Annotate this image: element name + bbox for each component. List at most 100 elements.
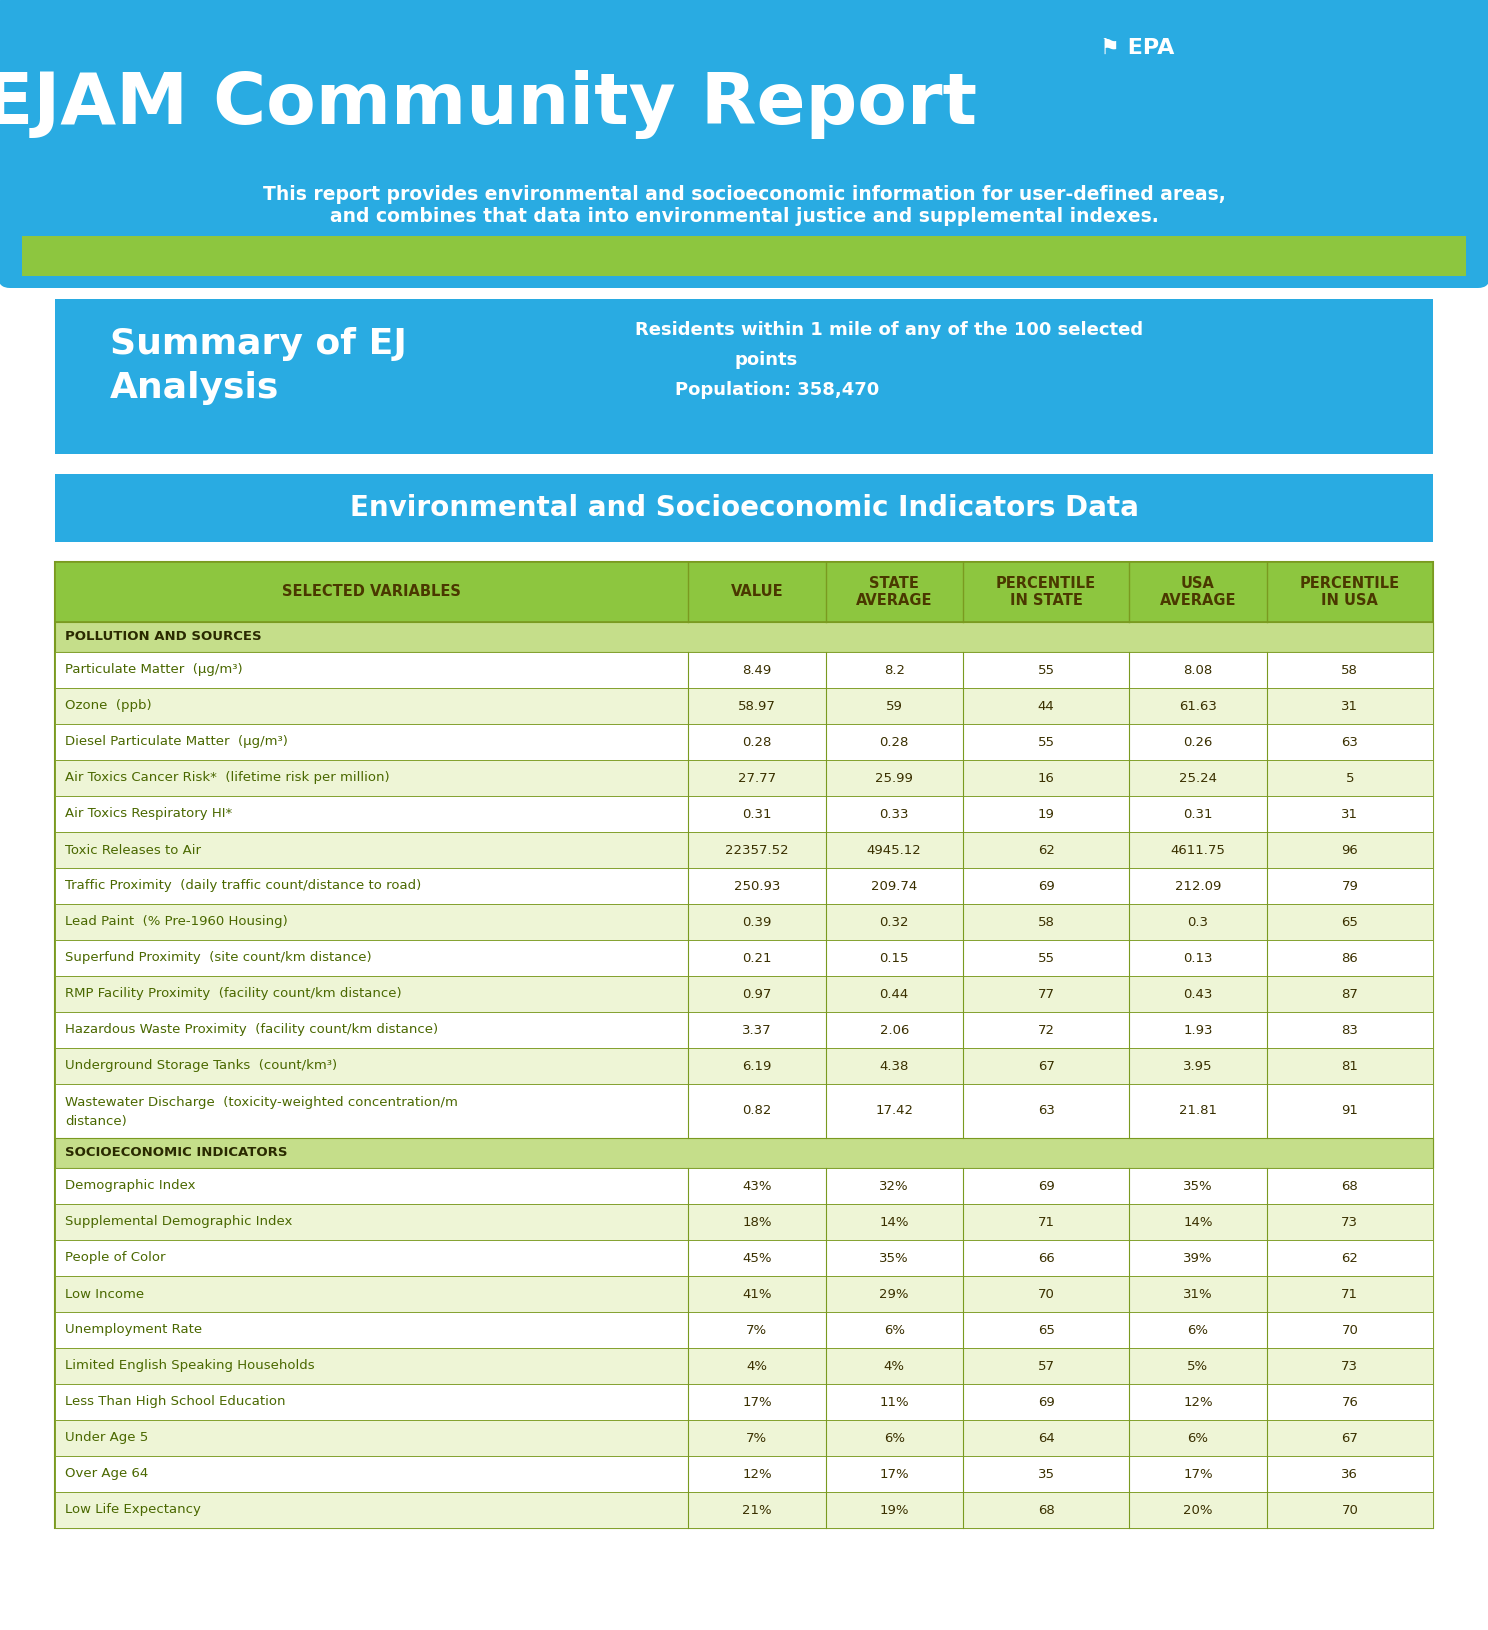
- Bar: [55, 562, 1433, 1527]
- Bar: [55, 1169, 1433, 1205]
- Text: 73: 73: [1341, 1216, 1359, 1229]
- Bar: [55, 941, 1433, 976]
- Text: 6.19: 6.19: [743, 1060, 772, 1073]
- Text: SOCIOECONOMIC INDICATORS: SOCIOECONOMIC INDICATORS: [65, 1146, 287, 1159]
- Bar: [55, 1012, 1433, 1048]
- Text: 4%: 4%: [884, 1359, 905, 1372]
- Text: 31: 31: [1341, 699, 1359, 712]
- Text: 35%: 35%: [879, 1252, 909, 1265]
- Text: 70: 70: [1037, 1288, 1055, 1301]
- Bar: [55, 1205, 1433, 1240]
- Text: 21%: 21%: [743, 1503, 772, 1516]
- Bar: [55, 1420, 1433, 1456]
- Bar: [55, 652, 1433, 688]
- Text: 5: 5: [1345, 771, 1354, 784]
- Text: 55: 55: [1037, 952, 1055, 965]
- Text: 57: 57: [1037, 1359, 1055, 1372]
- Text: 17.42: 17.42: [875, 1105, 914, 1118]
- Text: 14%: 14%: [879, 1216, 909, 1229]
- Text: 7%: 7%: [747, 1324, 768, 1337]
- Text: 12%: 12%: [1183, 1395, 1213, 1408]
- Text: 32%: 32%: [879, 1180, 909, 1193]
- Text: 0.15: 0.15: [879, 952, 909, 965]
- Text: 76: 76: [1341, 1395, 1359, 1408]
- Text: 79: 79: [1341, 880, 1359, 893]
- Text: Population: 358,470: Population: 358,470: [676, 381, 879, 399]
- Bar: [55, 623, 1433, 652]
- Text: Analysis: Analysis: [110, 372, 280, 404]
- Text: 72: 72: [1037, 1024, 1055, 1037]
- Text: RMP Facility Proximity  (facility count/km distance): RMP Facility Proximity (facility count/k…: [65, 988, 402, 1001]
- Text: 18%: 18%: [743, 1216, 772, 1229]
- Text: 0.13: 0.13: [1183, 952, 1213, 965]
- Text: 4.38: 4.38: [879, 1060, 909, 1073]
- Text: 81: 81: [1341, 1060, 1359, 1073]
- Text: 4%: 4%: [747, 1359, 768, 1372]
- Text: 8.08: 8.08: [1183, 663, 1213, 676]
- Text: 212.09: 212.09: [1176, 880, 1222, 893]
- Text: 86: 86: [1342, 952, 1359, 965]
- Bar: [55, 1456, 1433, 1491]
- Text: Traffic Proximity  (daily traffic count/distance to road): Traffic Proximity (daily traffic count/d…: [65, 880, 421, 893]
- Text: 0.43: 0.43: [1183, 988, 1213, 1001]
- Text: 29%: 29%: [879, 1288, 909, 1301]
- Text: 67: 67: [1341, 1431, 1359, 1444]
- Text: 12%: 12%: [743, 1467, 772, 1480]
- Text: 0.31: 0.31: [1183, 807, 1213, 820]
- Text: 7%: 7%: [747, 1431, 768, 1444]
- Text: Air Toxics Respiratory HI*: Air Toxics Respiratory HI*: [65, 807, 232, 820]
- Bar: [55, 1348, 1433, 1384]
- Text: 45%: 45%: [743, 1252, 772, 1265]
- Text: SELECTED VARIABLES: SELECTED VARIABLES: [283, 585, 461, 600]
- Text: STATE
AVERAGE: STATE AVERAGE: [856, 575, 933, 608]
- Text: 0.31: 0.31: [743, 807, 772, 820]
- Text: 65: 65: [1341, 916, 1359, 929]
- Text: 70: 70: [1341, 1324, 1359, 1337]
- Bar: [55, 1138, 1433, 1169]
- Text: 19%: 19%: [879, 1503, 909, 1516]
- Bar: [55, 1312, 1433, 1348]
- Text: Air Toxics Cancer Risk*  (lifetime risk per million): Air Toxics Cancer Risk* (lifetime risk p…: [65, 771, 390, 784]
- Text: 17%: 17%: [879, 1467, 909, 1480]
- Text: 69: 69: [1037, 1395, 1055, 1408]
- Text: 0.39: 0.39: [743, 916, 772, 929]
- Text: 64: 64: [1037, 1431, 1055, 1444]
- Text: Demographic Index: Demographic Index: [65, 1180, 195, 1193]
- Text: 20%: 20%: [1183, 1503, 1213, 1516]
- Text: 17%: 17%: [743, 1395, 772, 1408]
- Text: 35%: 35%: [1183, 1180, 1213, 1193]
- Bar: [55, 1084, 1433, 1138]
- Text: 19: 19: [1037, 807, 1055, 820]
- Text: 11%: 11%: [879, 1395, 909, 1408]
- Text: 41%: 41%: [743, 1288, 772, 1301]
- Text: 0.26: 0.26: [1183, 735, 1213, 748]
- Text: 68: 68: [1037, 1503, 1055, 1516]
- Text: 1.93: 1.93: [1183, 1024, 1213, 1037]
- Text: 44: 44: [1037, 699, 1055, 712]
- Text: 3.95: 3.95: [1183, 1060, 1213, 1073]
- Text: Supplemental Demographic Index: Supplemental Demographic Index: [65, 1216, 292, 1229]
- Text: ⚑ EPA: ⚑ EPA: [1100, 37, 1174, 59]
- Text: 4945.12: 4945.12: [868, 843, 921, 856]
- Text: 87: 87: [1341, 988, 1359, 1001]
- Text: PERCENTILE
IN USA: PERCENTILE IN USA: [1299, 575, 1400, 608]
- Text: 66: 66: [1037, 1252, 1055, 1265]
- Text: Under Age 5: Under Age 5: [65, 1431, 149, 1444]
- Text: 4611.75: 4611.75: [1171, 843, 1226, 856]
- Text: 55: 55: [1037, 663, 1055, 676]
- Text: Ozone  (ppb): Ozone (ppb): [65, 699, 152, 712]
- Text: 96: 96: [1342, 843, 1359, 856]
- Text: USA
AVERAGE: USA AVERAGE: [1159, 575, 1237, 608]
- Text: 8.49: 8.49: [743, 663, 771, 676]
- Text: 31%: 31%: [1183, 1288, 1213, 1301]
- Bar: [55, 474, 1433, 543]
- Text: 62: 62: [1037, 843, 1055, 856]
- FancyBboxPatch shape: [0, 0, 1488, 289]
- Text: POLLUTION AND SOURCES: POLLUTION AND SOURCES: [65, 631, 262, 644]
- Text: Underground Storage Tanks  (count/km³): Underground Storage Tanks (count/km³): [65, 1060, 338, 1073]
- Text: 58: 58: [1341, 663, 1359, 676]
- Text: 3.37: 3.37: [743, 1024, 772, 1037]
- Text: Particulate Matter  (μg/m³): Particulate Matter (μg/m³): [65, 663, 243, 676]
- Text: 6%: 6%: [884, 1431, 905, 1444]
- Text: 25.99: 25.99: [875, 771, 914, 784]
